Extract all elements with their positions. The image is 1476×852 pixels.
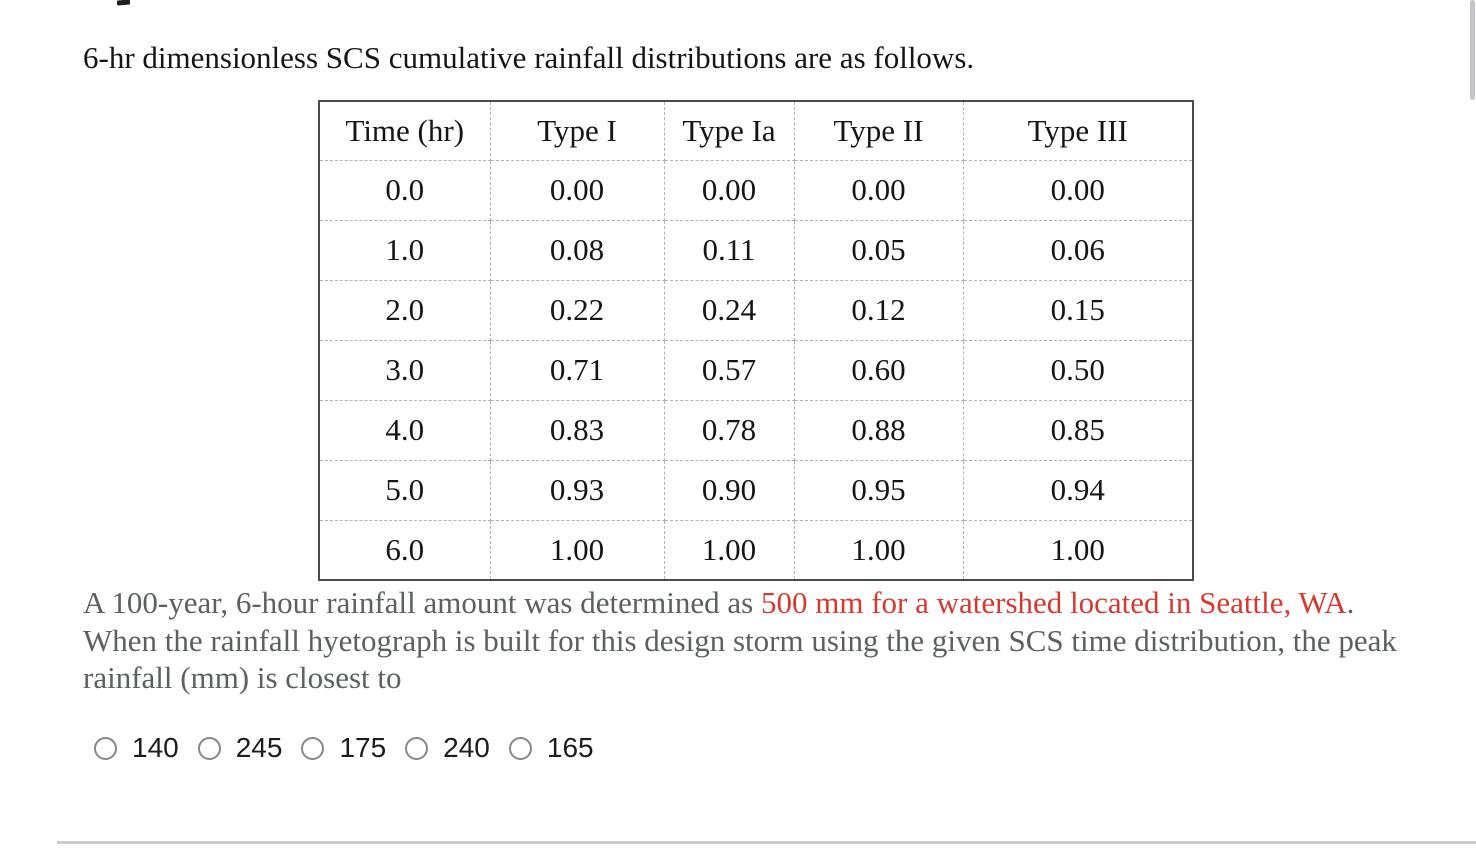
table-cell: 6.0 bbox=[318, 519, 491, 581]
table-cell: 0.83 bbox=[489, 399, 665, 461]
table-cell: 0.15 bbox=[962, 279, 1194, 341]
table-row: 6.0 1.00 1.00 1.00 1.00 bbox=[318, 519, 1194, 581]
table-row: 1.0 0.08 0.11 0.05 0.06 bbox=[318, 219, 1194, 281]
table-cell: 0.50 bbox=[962, 339, 1194, 401]
clipped-question-glyph bbox=[116, 0, 131, 6]
scrollbar-thumb[interactable] bbox=[1470, 0, 1475, 100]
radio-button-icon[interactable] bbox=[301, 736, 325, 760]
table-row: 4.0 0.83 0.78 0.88 0.85 bbox=[318, 399, 1194, 461]
radio-button-icon[interactable] bbox=[405, 736, 429, 760]
answer-option-label: 140 bbox=[132, 732, 179, 763]
table-header-cell: Type III bbox=[962, 100, 1194, 161]
table-cell: 0.11 bbox=[663, 219, 795, 281]
answer-option-label: 240 bbox=[443, 732, 490, 763]
question-intro: 6-hr dimensionless SCS cumulative rainfa… bbox=[83, 40, 975, 75]
table-cell: 0.08 bbox=[489, 219, 665, 281]
table-cell: 0.24 bbox=[663, 279, 795, 341]
answer-option-240[interactable]: 240 bbox=[405, 732, 490, 764]
radio-button-icon[interactable] bbox=[94, 736, 117, 760]
table-cell: 0.05 bbox=[793, 219, 964, 281]
table-cell: 0.00 bbox=[489, 159, 665, 221]
answer-option-245[interactable]: 245 bbox=[197, 732, 283, 764]
table-cell: 2.0 bbox=[318, 279, 491, 341]
table-header-cell: Type Ia bbox=[663, 100, 795, 161]
answer-option-label: 175 bbox=[339, 732, 387, 763]
table-cell: 0.00 bbox=[793, 159, 964, 221]
table-cell: 0.85 bbox=[962, 399, 1194, 461]
answer-option-165[interactable]: 165 bbox=[508, 732, 594, 764]
body-text-part1: A 100-year, 6-hour rainfall amount was d… bbox=[83, 585, 761, 620]
table-cell: 0.78 bbox=[663, 399, 795, 461]
table-cell: 1.00 bbox=[962, 519, 1194, 581]
table-cell: 0.57 bbox=[663, 339, 795, 401]
table-cell: 0.06 bbox=[962, 219, 1194, 281]
answer-option-175[interactable]: 175 bbox=[301, 732, 386, 764]
table-cell: 0.00 bbox=[962, 159, 1194, 221]
table-cell: 0.00 bbox=[663, 159, 795, 221]
table-cell: 0.0 bbox=[318, 159, 491, 221]
table-cell: 0.22 bbox=[489, 279, 665, 341]
question-body: A 100-year, 6-hour rainfall amount was d… bbox=[83, 584, 1421, 697]
table-header-cell: Time (hr) bbox=[318, 100, 491, 161]
table-cell: 4.0 bbox=[318, 399, 491, 461]
table-cell: 1.0 bbox=[318, 219, 491, 281]
body-text-highlight: 500 mm for a watershed located in Seattl… bbox=[760, 585, 1347, 620]
table-cell: 0.12 bbox=[793, 279, 964, 341]
table-cell: 0.94 bbox=[962, 459, 1194, 521]
table-row: 0.0 0.00 0.00 0.00 0.00 bbox=[318, 159, 1194, 221]
table-cell: 0.95 bbox=[793, 459, 964, 521]
table-row: 3.0 0.71 0.57 0.60 0.50 bbox=[318, 339, 1194, 401]
radio-button-icon[interactable] bbox=[197, 736, 221, 760]
answer-option-140[interactable]: 140 bbox=[94, 732, 179, 764]
table-cell: 0.93 bbox=[489, 459, 665, 521]
table-row: 2.0 0.22 0.24 0.12 0.15 bbox=[318, 279, 1194, 341]
table-row: 5.0 0.93 0.90 0.95 0.94 bbox=[318, 459, 1194, 521]
table-cell: 3.0 bbox=[318, 339, 491, 401]
table-cell: 0.71 bbox=[489, 339, 665, 401]
scs-distribution-table: Time (hr) Type I Type Ia Type II Type III 0.… bbox=[318, 100, 1194, 581]
table-cell: 0.60 bbox=[793, 339, 964, 401]
table-cell: 5.0 bbox=[318, 459, 491, 521]
table-cell: 1.00 bbox=[489, 519, 665, 581]
table-cell: 1.00 bbox=[793, 519, 964, 581]
table-cell: 0.90 bbox=[663, 459, 795, 521]
body-text-part2: . When the rainfall hyetograph is built … bbox=[83, 585, 1397, 695]
table-header-row: Time (hr) Type I Type Ia Type II Type III bbox=[318, 100, 1194, 161]
answer-option-label: 165 bbox=[546, 732, 594, 763]
answer-options: 140 245 175 240 165 bbox=[94, 732, 594, 764]
table-header-cell: Type I bbox=[489, 100, 665, 161]
radio-button-icon[interactable] bbox=[508, 736, 532, 760]
table-header-cell: Type II bbox=[793, 100, 964, 161]
bottom-divider bbox=[57, 841, 1476, 844]
answer-option-label: 245 bbox=[235, 732, 283, 763]
table-cell: 1.00 bbox=[663, 519, 795, 581]
table-cell: 0.88 bbox=[793, 399, 964, 461]
